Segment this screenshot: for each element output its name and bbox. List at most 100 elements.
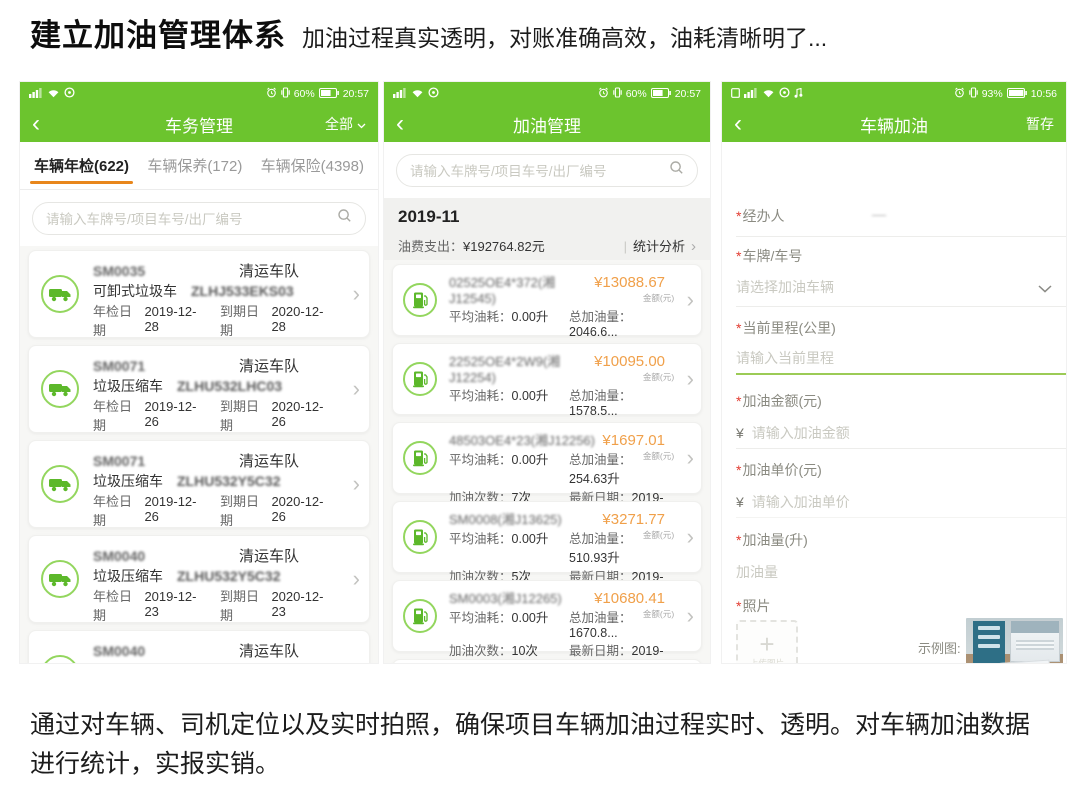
alarm-icon: [954, 85, 965, 103]
filter-all-label: 全部: [325, 116, 353, 132]
mileage-input[interactable]: 请输入当前里程: [736, 350, 834, 366]
search-input[interactable]: 请输入车牌号/项目车号/出厂编号: [396, 153, 698, 187]
back-icon[interactable]: ‹: [396, 110, 404, 137]
fuel-card[interactable]: SM0003(湘J12265) ¥10680.41 平均油耗：0.00升 总加油量：…: [392, 580, 702, 663]
vehicle-team: 清运车队: [238, 358, 299, 375]
tab-annual-inspection[interactable]: 车辆年检(622): [29, 142, 134, 189]
yuan-prefix: ¥: [736, 494, 744, 510]
expire-label: 到期日期: [220, 399, 260, 433]
expire-date: 2020-12-23: [271, 589, 324, 619]
amount-input[interactable]: ¥ 请输入加油金额: [736, 425, 850, 441]
vehicle-plate: ZLHJ533EKS03: [191, 283, 294, 299]
vehicle-id: SM0040: [93, 548, 146, 564]
alarm-icon: [598, 85, 609, 103]
fuel-list[interactable]: 02525OE4*372(湘J12545) ¥13088.67 平均油耗：0.00…: [384, 260, 710, 663]
signal-icon: [744, 85, 758, 103]
yuan-prefix: ¥: [736, 425, 744, 441]
avg-consumption: 平均油耗：0.00升: [449, 532, 549, 546]
expire-date: 2020-12-26: [271, 399, 324, 429]
save-draft-button[interactable]: 暂存: [1026, 116, 1054, 132]
inspection-label: 年检日期: [93, 399, 133, 433]
total-volume: 总加油量：510.93升: [569, 532, 632, 565]
nav-title: 加油管理: [513, 116, 581, 136]
fuel-card[interactable]: SM0008(湘J13625) ¥3271.77 平均油耗：0.00升 总加油量：5…: [392, 501, 702, 599]
clock-time: 20:57: [674, 88, 701, 100]
chevron-right-icon: ›: [686, 524, 694, 549]
volume-input[interactable]: 加油量: [736, 564, 778, 580]
page-subtitle: 加油过程真实透明，对账准确高效，油耗清晰明了...: [302, 25, 828, 51]
clock-time: 10:56: [1030, 88, 1057, 100]
search-placeholder: 请输入车牌号/项目车号/出厂编号: [46, 212, 243, 227]
truck-icon: [41, 655, 79, 663]
pipe-divider: |: [623, 239, 627, 254]
fuel-pump-icon: [403, 599, 437, 633]
vehicle-select[interactable]: 请选择加油车辆: [722, 272, 1066, 302]
vehicle-id: SM0040: [93, 643, 146, 659]
battery-icon: [1006, 85, 1027, 103]
search-row: 请输入车牌号/项目车号/出厂编号: [20, 190, 378, 246]
nfc-icon: [64, 85, 75, 103]
nfc-icon: [779, 85, 790, 103]
chevron-right-icon: ›: [686, 603, 694, 628]
note-icon: [794, 85, 803, 103]
inspection-date: 2019-12-26: [144, 399, 197, 429]
divider: [736, 448, 1066, 449]
back-icon[interactable]: ‹: [32, 110, 40, 137]
inspection-date: 2019-12-28: [144, 304, 197, 334]
truck-icon: [41, 275, 79, 313]
expire-label: 到期日期: [220, 304, 260, 338]
vehicle-card[interactable]: SM0040 清运车队 垃圾压缩车 ZLHU532Y5C32 年检日期 2019-12…: [28, 535, 370, 623]
vibrate-icon: [280, 85, 290, 103]
vehicle-plate: ZLHU532Y5C32: [177, 568, 281, 584]
vehicle-card[interactable]: SM0035 清运车队 可卸式垃圾车 ZLHJ533EKS03 年检日期 2019-1…: [28, 250, 370, 338]
back-icon[interactable]: ‹: [734, 110, 742, 137]
vehicle-card[interactable]: SM0071 清运车队 垃圾压缩车 ZLHU532LHC03 年检日期 2019-12…: [28, 345, 370, 433]
tab-insurance[interactable]: 车辆保险(4398): [260, 158, 364, 175]
fuel-card[interactable]: 48503OE4*23(湘J12256) ¥1697.01 平均油耗：0.00升 总…: [392, 422, 702, 520]
month-summary: 2019-11 油费支出：¥192764.82元 | 统计分析 ›: [384, 198, 710, 260]
battery-percent: 60%: [293, 88, 315, 100]
fuel-plate: SM0008(湘J13625): [449, 512, 562, 527]
vehicle-team: 清运车队: [238, 643, 299, 660]
fuel-cost: ¥1697.01: [602, 432, 665, 449]
vehicle-list[interactable]: SM0035 清运车队 可卸式垃圾车 ZLHJ533EKS03 年检日期 2019-1…: [20, 246, 378, 663]
status-bar: 93% 10:56: [722, 82, 1066, 106]
page-description: 通过对车辆、司机定位以及实时拍照，确保项目车辆加油过程实时、透明。对车辆加油数据…: [30, 711, 1031, 778]
phone-fuel-management: 60% 20:57 ‹ 加油管理 请输入车牌号/项目车号/出厂编号 2019-1…: [384, 82, 710, 663]
vehicle-card[interactable]: SM0071 清运车队 垃圾压缩车 ZLHU532Y5C32 年检日期 2019-12…: [28, 440, 370, 528]
operator-label: *经办人: [736, 208, 785, 224]
expire-date: 2020-12-26: [271, 494, 324, 524]
signal-icon: [29, 85, 43, 103]
fuel-card[interactable]: SM0003¥6857.00 ›: [392, 659, 702, 663]
inspection-date: 2019-12-23: [144, 589, 197, 619]
divider: [736, 517, 1066, 518]
status-bar: 60% 20:57: [384, 82, 710, 106]
upload-photo-button[interactable]: + 上传图片: [736, 620, 798, 663]
chevron-down-icon: [357, 116, 366, 132]
fuel-card[interactable]: 02525OE4*372(湘J12545) ¥13088.67 平均油耗：0.00…: [392, 264, 702, 372]
vehicle-type: 垃圾压缩车: [93, 473, 163, 489]
filter-all-button[interactable]: 全部: [325, 114, 378, 134]
active-field-underline: [736, 373, 1066, 375]
search-input[interactable]: 请输入车牌号/项目车号/出厂编号: [32, 201, 366, 235]
truck-icon: [41, 465, 79, 503]
status-bar: 60% 20:57: [20, 82, 378, 106]
amount-unit-tag: 金额(元): [642, 372, 675, 382]
photo-sign-board: [973, 621, 1005, 663]
page-header: 建立加油管理体系 加油过程真实透明，对账准确高效，油耗清晰明了...: [30, 10, 827, 55]
fuel-card[interactable]: 22525OE4*2W9(湘J12254) ¥10095.00 平均油耗：0.00…: [392, 343, 702, 451]
stats-analysis-button[interactable]: | 统计分析 ›: [624, 236, 696, 255]
amount-unit-tag: 金额(元): [642, 293, 675, 303]
expire-date: 2020-12-28: [271, 304, 324, 334]
tab-maintenance[interactable]: 车辆保养(172): [147, 158, 243, 175]
fuel-plate: 48503OE4*23(湘J12256): [449, 433, 595, 448]
page-title: 建立加油管理体系: [30, 18, 286, 53]
unit-price-input[interactable]: ¥ 请输入加油单价: [736, 494, 850, 510]
example-label: 示例图:: [918, 641, 961, 656]
avg-consumption: 平均油耗：0.00升: [449, 453, 549, 467]
amount-unit-tag: 金额(元): [642, 530, 675, 540]
inspection-label: 年检日期: [93, 589, 133, 623]
battery-percent: 93%: [981, 88, 1003, 100]
